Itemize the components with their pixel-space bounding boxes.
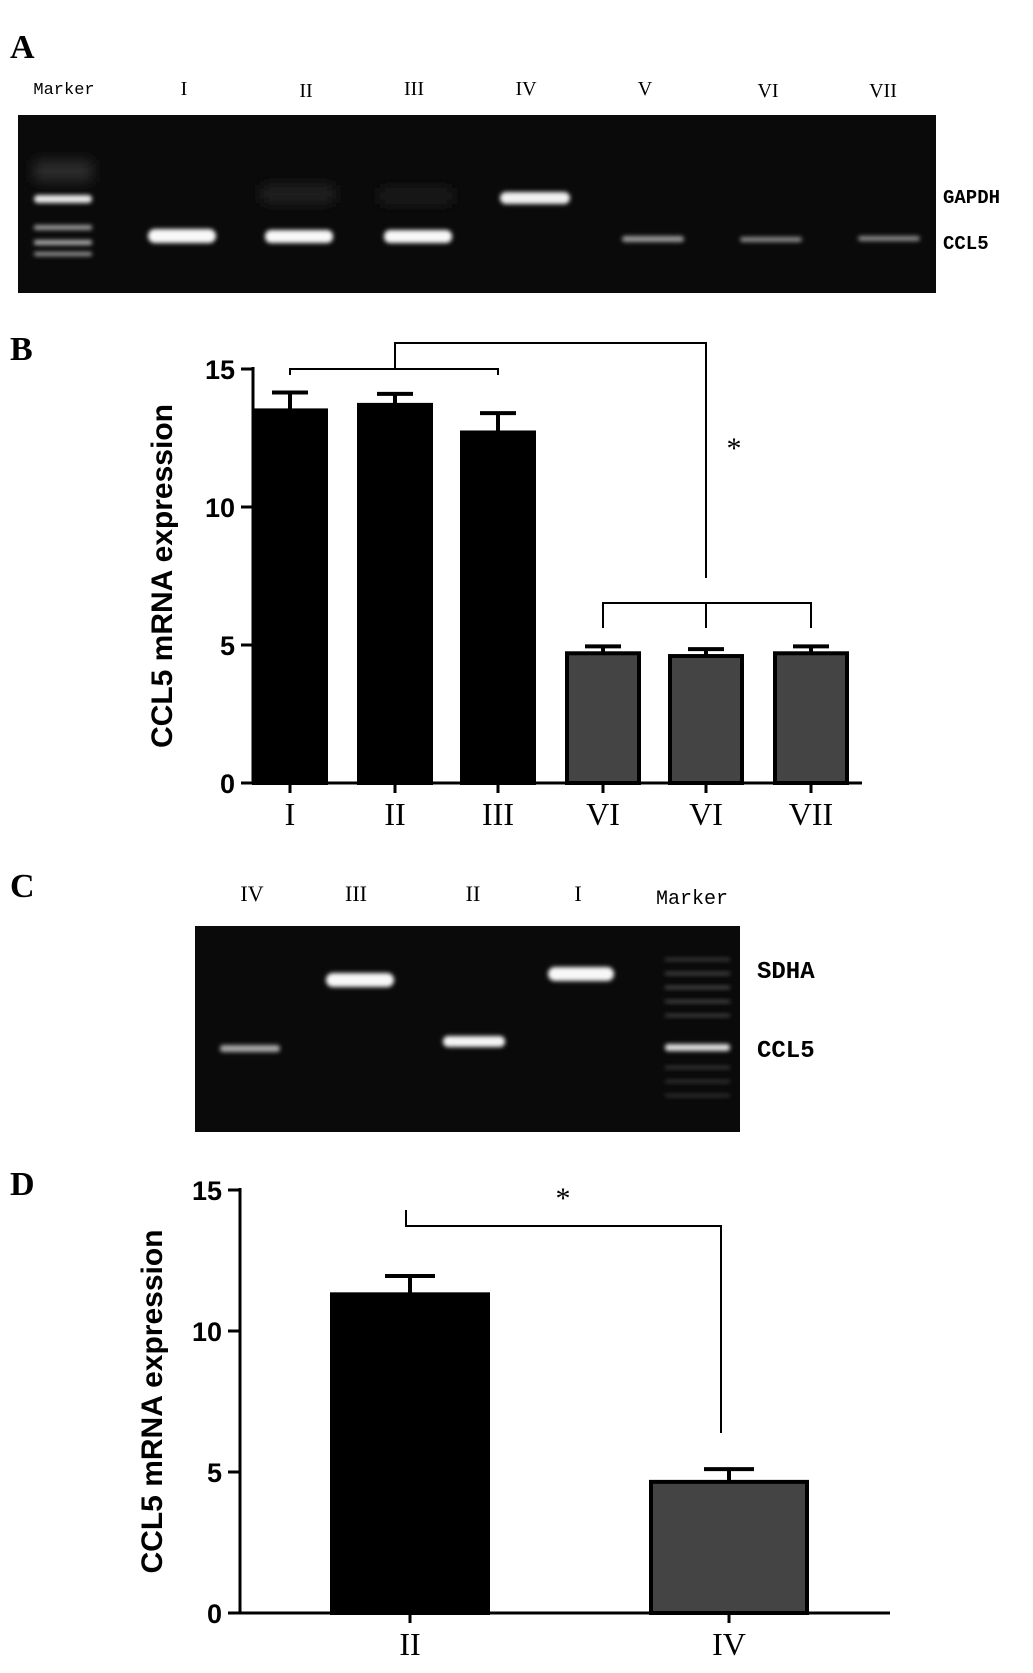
panel-c-band-labels: SDHA CCL5	[757, 959, 815, 1065]
chart-b-x-tick-label: III	[482, 796, 514, 832]
chart-b-bar	[460, 430, 536, 785]
gel-c-lane-label-3: III	[345, 881, 367, 906]
panel-a-letter: A	[10, 29, 35, 66]
chart-b-significance-star: *	[727, 432, 742, 465]
gel-image-c	[195, 926, 740, 1132]
chart-d-y-tick-label: 0	[207, 1599, 222, 1629]
gel-c-band-label-ccl5: CCL5	[757, 1038, 815, 1065]
chart-b-bar	[668, 654, 744, 785]
gel-c-band-label-sdha: SDHA	[757, 959, 815, 986]
chart-b-significance-bracket	[394, 342, 707, 578]
chart-b-x-tick-label: VI	[586, 796, 620, 832]
panel-d-letter: D	[10, 1166, 35, 1203]
chart-d: 0 5 10 15 CCL5 mRNA expression II IV *	[136, 1176, 890, 1662]
gel-c-lane-label-1: I	[574, 881, 581, 906]
gel-a-lane-label-1: I	[181, 78, 188, 100]
panel-c-lane-labels: IV III II I Marker	[240, 881, 728, 911]
panel-b-letter: B	[10, 331, 33, 368]
gel-a-band-label-ccl5: CCL5	[943, 233, 989, 255]
panel-a-lane-labels: Marker I II III IV V VI VII	[33, 78, 896, 102]
chart-b-significance-bracket	[289, 368, 499, 375]
chart-b-y-tick-label: 5	[220, 631, 235, 661]
chart-d-y-tick-label: 10	[192, 1317, 222, 1347]
chart-b-y-tick-label: 10	[205, 493, 235, 523]
gel-a-lane-label-7: VII	[869, 80, 897, 102]
chart-d-y-axis-label: CCL5 mRNA expression	[136, 1230, 169, 1574]
gel-c-bands	[220, 958, 730, 1097]
panel-a: A Marker I II III IV V VI VII	[10, 29, 1000, 293]
chart-b-bar	[773, 651, 849, 786]
gel-a-lane-label-6: VI	[757, 80, 778, 102]
gel-a-bands	[34, 160, 920, 256]
chart-b-bar	[565, 651, 641, 786]
panel-c: C IV III II I Marker	[10, 868, 815, 1132]
chart-d-bar	[330, 1292, 490, 1615]
chart-b-x-tick-label: VI	[689, 796, 723, 832]
gel-c-lane-label-marker: Marker	[656, 888, 728, 911]
chart-b-y-axis-label: CCL5 mRNA expression	[146, 404, 179, 748]
chart-b-bar	[357, 402, 433, 785]
panel-d: D 0 5 10 15 CCL5 mRNA expression II IV *	[10, 1166, 890, 1662]
chart-b-x-tick-label: II	[384, 796, 405, 832]
gel-a-lane-label-4: IV	[515, 78, 537, 100]
panel-a-band-labels: GAPDH CCL5	[943, 187, 1000, 255]
chart-b-y-tick-label: 0	[220, 769, 235, 799]
chart-d-significance-bracket	[405, 1210, 722, 1433]
chart-d-significance-star: *	[556, 1182, 571, 1215]
chart-b-x-tick-label: I	[285, 796, 296, 832]
chart-b-y-tick-label: 15	[205, 355, 235, 385]
gel-c-lane-label-4: IV	[240, 881, 263, 906]
gel-a-lane-label-2: II	[299, 80, 312, 102]
chart-d-bar	[649, 1479, 809, 1615]
gel-c-lane-label-2: II	[466, 881, 481, 906]
chart-d-x-tick-label: II	[399, 1626, 420, 1662]
chart-d-x-tick-label: IV	[712, 1626, 746, 1662]
chart-b-bar	[252, 408, 328, 785]
chart-d-y-tick-label: 5	[207, 1458, 222, 1488]
panel-c-letter: C	[10, 868, 35, 905]
gel-image-a	[18, 115, 936, 293]
chart-b-x-tick-label: VII	[789, 796, 833, 832]
gel-a-lane-label-marker: Marker	[33, 81, 94, 100]
gel-a-band-label-gapdh: GAPDH	[943, 187, 1000, 209]
gel-a-lane-label-3: III	[404, 78, 424, 100]
gel-a-lane-label-5: V	[638, 78, 653, 100]
chart-d-y-tick-label: 15	[192, 1176, 222, 1206]
